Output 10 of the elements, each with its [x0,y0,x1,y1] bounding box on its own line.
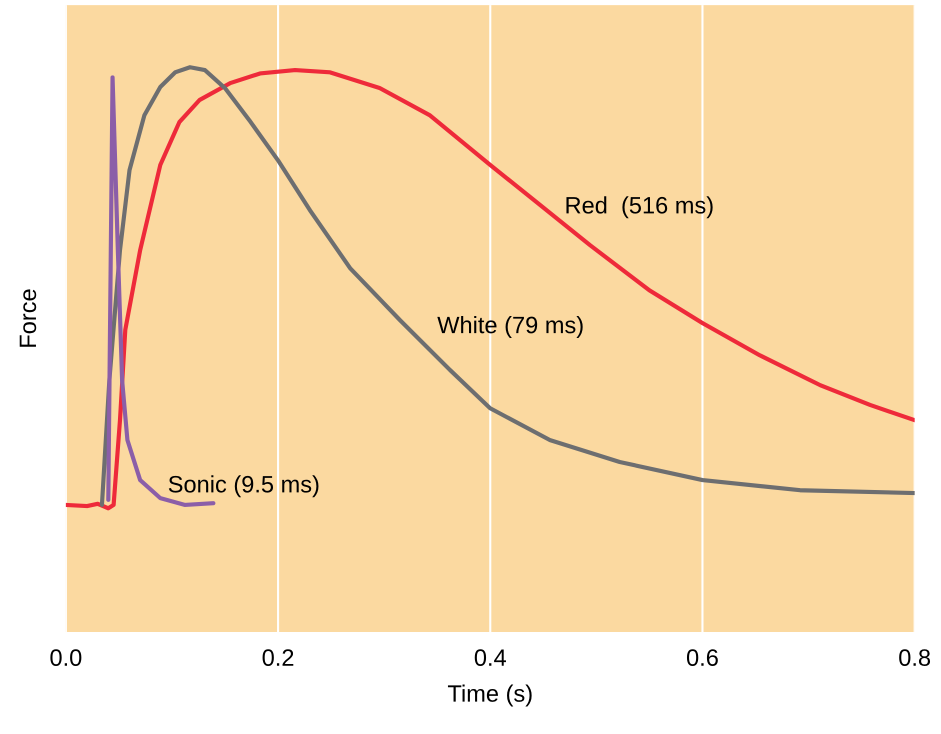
x-tick-label: 0.2 [262,649,294,666]
y-axis-title: Force [20,289,36,347]
x-tick-label: 0.4 [474,649,506,666]
x-axis-title: Time (s) [448,684,532,707]
series-label: Sonic (9.5 ms) [168,475,318,498]
x-tick-label: 0.6 [686,649,718,666]
series-label: White (79 ms) [437,316,583,338]
series-label: Red (516 ms) [566,196,713,218]
x-tick-label: 0.8 [899,649,930,666]
x-tick-label: 0.0 [50,649,82,666]
